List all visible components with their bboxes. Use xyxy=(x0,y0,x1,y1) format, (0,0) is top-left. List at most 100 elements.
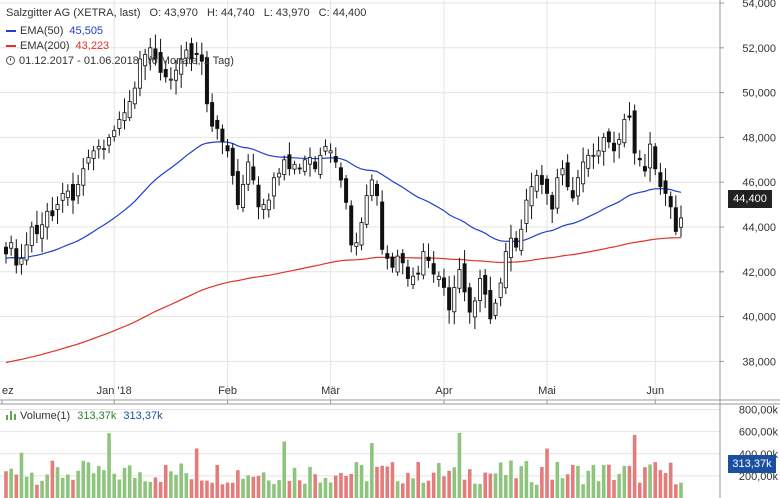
volume-bar xyxy=(230,482,235,498)
volume-bar xyxy=(416,462,421,498)
volume-bar xyxy=(272,484,276,498)
volume-bar xyxy=(241,478,245,498)
volume-bar xyxy=(560,478,565,498)
volume-bar xyxy=(493,473,498,498)
volume-bar xyxy=(462,479,467,498)
candle xyxy=(256,184,261,208)
candle xyxy=(158,52,163,73)
candle xyxy=(70,184,75,201)
candle xyxy=(612,142,617,152)
candle xyxy=(194,52,199,55)
candle xyxy=(287,154,292,170)
candle xyxy=(45,210,50,228)
volume-bar xyxy=(117,479,122,498)
candle xyxy=(204,57,209,105)
volume-bar xyxy=(514,478,518,498)
legend-ema50[interactable]: EMA(50) 45,505 xyxy=(6,25,103,37)
candle xyxy=(261,204,266,210)
volume-bar xyxy=(210,482,214,498)
candle xyxy=(215,119,220,129)
volume-bar xyxy=(447,470,451,498)
ema50-path xyxy=(5,141,682,259)
candle xyxy=(411,275,416,286)
volume-bar xyxy=(9,468,13,498)
candle xyxy=(545,178,550,194)
candle xyxy=(405,266,410,279)
volume-bar xyxy=(266,480,271,498)
candle xyxy=(478,278,483,301)
candle xyxy=(302,159,307,172)
candle xyxy=(251,166,256,181)
volume-bar xyxy=(596,481,601,498)
volume-bar xyxy=(194,448,199,498)
volume-bar xyxy=(411,478,415,498)
candle xyxy=(333,155,338,163)
legend-range: 01.12.2017 - 01.06.2018 (6 Monate, 1 Tag… xyxy=(6,55,234,67)
candle xyxy=(431,263,436,275)
volume-bar xyxy=(643,467,647,498)
volume-bar xyxy=(169,471,173,498)
last-price-tag: 44,400 xyxy=(728,190,772,208)
volume-bar xyxy=(601,465,606,498)
candle xyxy=(19,257,24,265)
candle xyxy=(637,157,642,161)
candle xyxy=(313,161,318,170)
volume-bar xyxy=(395,481,400,498)
candle xyxy=(137,58,142,89)
candle xyxy=(426,256,431,261)
volume-bar xyxy=(282,441,287,498)
clock-icon xyxy=(6,56,15,65)
candle xyxy=(529,186,534,207)
legend-ema200[interactable]: EMA(200) 43,223 xyxy=(6,40,109,52)
open-value: O: 43,970 xyxy=(149,7,198,19)
volume-bar xyxy=(55,467,60,498)
candle xyxy=(679,217,684,228)
volume-bar xyxy=(483,472,487,498)
volume-bar xyxy=(333,475,338,498)
volume-legend[interactable]: Volume(1) 313,37k 313,37k xyxy=(6,410,163,422)
candle xyxy=(374,183,379,197)
volume-bar xyxy=(189,479,194,498)
candle xyxy=(40,224,45,239)
volume-bar xyxy=(612,479,616,498)
volume-bar xyxy=(380,465,384,498)
candle xyxy=(359,222,364,246)
candle xyxy=(498,282,503,298)
candle xyxy=(524,199,529,224)
volume-bar xyxy=(313,474,317,498)
candle xyxy=(385,253,390,259)
candle xyxy=(297,167,302,170)
ema50-line xyxy=(5,141,682,259)
candle xyxy=(277,172,282,178)
candle xyxy=(220,128,225,143)
candle xyxy=(168,78,173,81)
candle xyxy=(503,251,508,289)
y-tick-label: 40,000 xyxy=(742,312,776,324)
volume-bar xyxy=(400,483,405,498)
candle xyxy=(225,145,230,152)
candle xyxy=(101,148,106,151)
candle xyxy=(107,136,112,146)
candle xyxy=(462,263,467,293)
volume-bar xyxy=(143,481,147,498)
volume-bar xyxy=(426,480,431,498)
volume-bar xyxy=(71,479,75,498)
volume-bar xyxy=(14,474,19,498)
volume-bar xyxy=(637,482,642,498)
volume-bar xyxy=(421,482,426,498)
legend-title: Salzgitter AG (XETRA, last) O: 43,970 H:… xyxy=(6,7,366,19)
candle xyxy=(292,163,297,170)
last-volume-tag: 313,37k xyxy=(728,455,776,473)
candle xyxy=(86,157,91,164)
volume-bar xyxy=(524,461,529,498)
volume-bar xyxy=(467,469,472,498)
candle xyxy=(344,178,349,203)
x-tick-label: ez xyxy=(2,385,14,397)
candle xyxy=(96,145,101,150)
ema200-value: 43,223 xyxy=(75,40,110,52)
volume-icon xyxy=(6,410,16,420)
period-label: (6 Monate, 1 Tag) xyxy=(147,55,234,67)
x-tick-label: Mär xyxy=(321,385,340,397)
candle xyxy=(117,119,122,129)
